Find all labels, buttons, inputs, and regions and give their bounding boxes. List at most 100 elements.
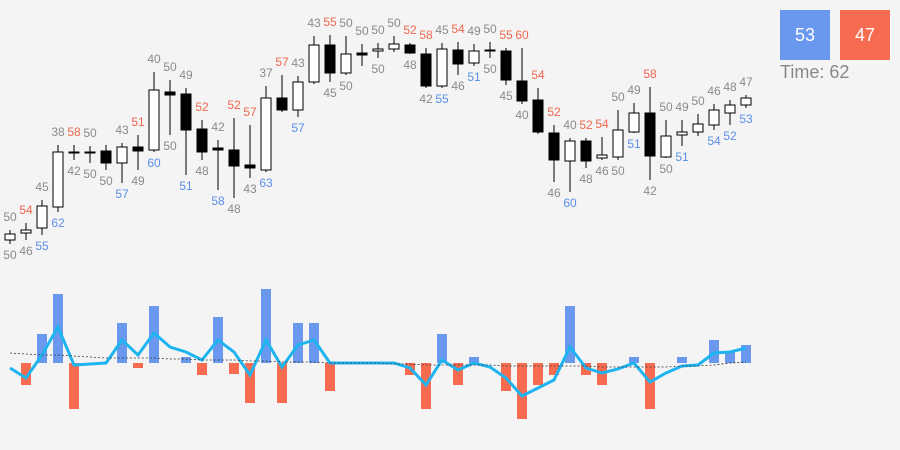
price-label: 42 bbox=[211, 120, 225, 134]
price-label: 50 bbox=[99, 174, 113, 188]
bar bbox=[677, 357, 687, 363]
price-label: 49 bbox=[131, 174, 145, 188]
down-score: 47 bbox=[855, 25, 875, 45]
candle-body bbox=[580, 140, 592, 162]
bar bbox=[309, 323, 319, 363]
price-label: 58 bbox=[211, 194, 225, 208]
candle-body bbox=[308, 44, 320, 83]
candle-body bbox=[100, 150, 112, 164]
candle-body bbox=[116, 146, 128, 164]
bar bbox=[325, 363, 335, 391]
price-label: 50 bbox=[483, 62, 497, 76]
price-label: 53 bbox=[739, 112, 753, 126]
candle-body bbox=[564, 140, 576, 162]
bar bbox=[453, 363, 463, 385]
time-label: Time: 62 bbox=[780, 62, 849, 82]
price-label: 51 bbox=[131, 115, 145, 129]
candle-body bbox=[68, 151, 80, 154]
candle-body bbox=[148, 89, 160, 151]
price-label: 62 bbox=[51, 216, 65, 230]
candle-body bbox=[164, 91, 176, 96]
price-label: 46 bbox=[451, 79, 465, 93]
bar bbox=[229, 363, 239, 374]
candle-body bbox=[340, 53, 352, 74]
price-label: 54 bbox=[19, 203, 33, 217]
bar bbox=[549, 363, 559, 375]
price-label: 40 bbox=[563, 118, 577, 132]
candle-body bbox=[196, 128, 208, 153]
candle-body bbox=[228, 149, 240, 167]
candle-body bbox=[692, 123, 704, 133]
price-label: 55 bbox=[35, 239, 49, 253]
price-label: 50 bbox=[163, 139, 177, 153]
dashed-line bbox=[9, 352, 747, 368]
price-label: 49 bbox=[467, 24, 481, 38]
candle-body bbox=[276, 97, 288, 111]
price-label: 52 bbox=[579, 118, 593, 132]
price-label: 40 bbox=[515, 108, 529, 122]
bar bbox=[21, 363, 31, 385]
candle-body bbox=[532, 99, 544, 133]
candle-body bbox=[4, 233, 16, 241]
candle-body bbox=[612, 129, 624, 158]
price-label: 48 bbox=[723, 80, 737, 94]
price-label: 48 bbox=[195, 164, 209, 178]
price-label: 50 bbox=[611, 164, 625, 178]
price-label: 43 bbox=[243, 182, 257, 196]
price-label: 50 bbox=[83, 167, 97, 181]
price-label: 46 bbox=[707, 84, 721, 98]
candle-body bbox=[420, 53, 432, 87]
bar bbox=[565, 306, 575, 363]
candle-body bbox=[628, 112, 640, 133]
price-label: 52 bbox=[195, 100, 209, 114]
price-label: 50 bbox=[339, 79, 353, 93]
price-label: 63 bbox=[259, 176, 273, 190]
candle-body bbox=[436, 48, 448, 87]
candle-body bbox=[452, 49, 464, 65]
up-score-box bbox=[780, 10, 830, 60]
candle-body bbox=[468, 50, 480, 64]
price-label: 50 bbox=[339, 16, 353, 30]
price-label: 50 bbox=[3, 248, 17, 262]
bar bbox=[533, 363, 543, 385]
bar bbox=[133, 363, 143, 368]
price-label: 47 bbox=[739, 75, 753, 89]
price-label: 50 bbox=[3, 210, 17, 224]
candle-body bbox=[516, 80, 528, 102]
candle-body bbox=[676, 131, 688, 136]
candle-body bbox=[324, 44, 336, 74]
price-label: 58 bbox=[643, 67, 657, 81]
bar bbox=[261, 289, 271, 363]
bar bbox=[117, 323, 127, 363]
price-label: 46 bbox=[547, 186, 561, 200]
price-label: 37 bbox=[259, 66, 273, 80]
price-label: 50 bbox=[163, 60, 177, 74]
price-label: 50 bbox=[659, 100, 673, 114]
candle-body bbox=[260, 97, 272, 171]
candle-body bbox=[244, 164, 256, 169]
bar bbox=[645, 363, 655, 409]
price-label: 42 bbox=[67, 164, 81, 178]
bar bbox=[69, 363, 79, 409]
price-label: 60 bbox=[563, 196, 577, 210]
price-label: 50 bbox=[611, 90, 625, 104]
price-label: 49 bbox=[627, 83, 641, 97]
candle-body bbox=[292, 81, 304, 111]
bar bbox=[469, 357, 479, 363]
price-label: 50 bbox=[355, 24, 369, 38]
candle-body bbox=[404, 44, 416, 54]
price-label: 48 bbox=[579, 172, 593, 186]
price-label: 50 bbox=[691, 94, 705, 108]
price-label: 40 bbox=[147, 52, 161, 66]
bar bbox=[437, 334, 447, 363]
bar bbox=[517, 363, 527, 419]
price-label: 55 bbox=[323, 15, 337, 29]
price-label: 51 bbox=[627, 137, 641, 151]
price-label: 58 bbox=[419, 28, 433, 42]
bar bbox=[741, 345, 751, 363]
price-label: 54 bbox=[707, 134, 721, 148]
bar bbox=[197, 363, 207, 375]
price-label: 51 bbox=[179, 179, 193, 193]
